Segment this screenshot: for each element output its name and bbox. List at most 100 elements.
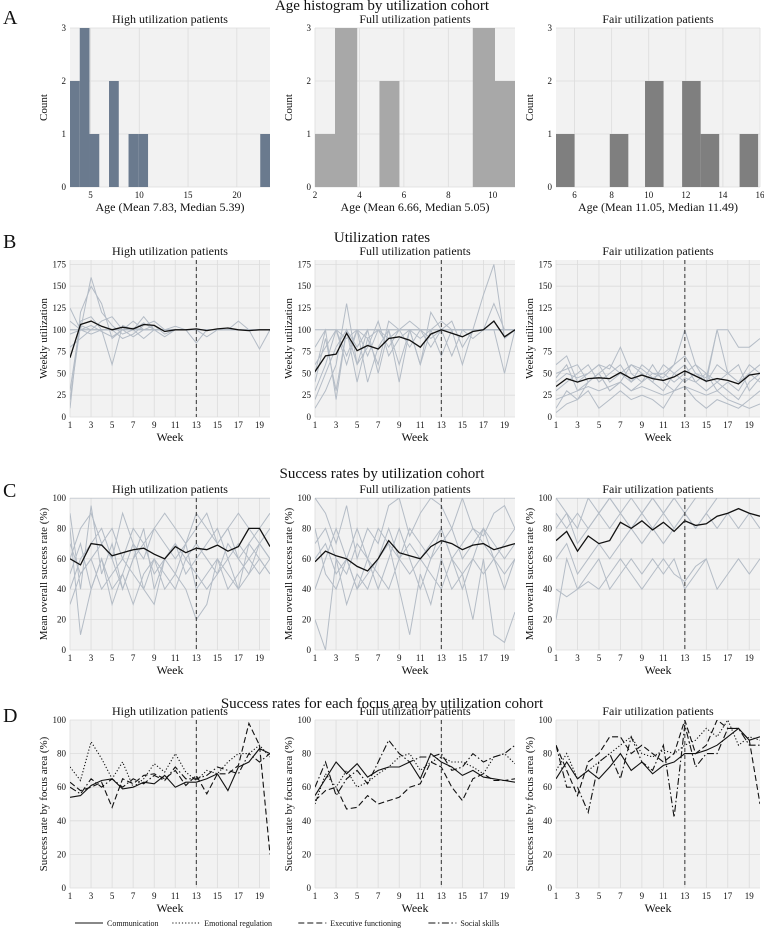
- series-line-1: [70, 740, 270, 789]
- x-tick-label: 8: [609, 190, 614, 200]
- histogram-bar: [495, 81, 515, 187]
- chart-title: Success rates by utilization cohort: [280, 466, 486, 482]
- panel-subtitle: Full utilization patients: [359, 244, 471, 258]
- x-tick-label: 19: [745, 653, 755, 663]
- y-tick-label: 80: [302, 523, 312, 533]
- mean-line: [315, 320, 515, 372]
- marks: [70, 28, 270, 187]
- x-tick-label: 15: [213, 653, 223, 663]
- x-tick-label: 5: [597, 891, 602, 901]
- y-tick-label: 100: [53, 493, 67, 503]
- y-tick-label: 2: [62, 76, 67, 86]
- plot-background: [70, 720, 270, 888]
- x-axis-label: Week: [401, 663, 428, 677]
- y-tick-label: 75: [302, 347, 312, 357]
- y-tick-label: 80: [543, 749, 553, 759]
- x-tick-label: 3: [334, 653, 339, 663]
- panel-letter-b: B: [3, 231, 16, 253]
- x-tick-label: 9: [640, 653, 645, 663]
- histogram-bar: [700, 134, 720, 187]
- x-tick-label: 17: [234, 420, 244, 430]
- histogram-bar: [379, 81, 400, 187]
- x-tick-label: 7: [618, 891, 623, 901]
- x-tick-label: 11: [171, 891, 180, 901]
- x-tick-label: 15: [702, 653, 712, 663]
- x-tick-label: 14: [718, 190, 728, 200]
- individual-line: [315, 264, 515, 400]
- legend: Communication Emotional regulation Executi…: [75, 919, 499, 928]
- x-tick-label: 11: [659, 653, 668, 663]
- y-tick-label: 100: [539, 493, 553, 503]
- x-tick-label: 7: [131, 891, 136, 901]
- x-tick-label: 5: [110, 420, 115, 430]
- marks: [556, 260, 760, 417]
- x-tick-label: 12: [681, 190, 690, 200]
- y-tick-label: 100: [53, 715, 67, 725]
- x-axis-label: Age (Mean 11.05, Median 11.49): [578, 200, 738, 214]
- series-line-0: [556, 727, 760, 780]
- x-tick-label: 3: [575, 653, 580, 663]
- x-tick-label: 7: [618, 420, 623, 430]
- y-tick-label: 100: [298, 493, 312, 503]
- series-line-0: [315, 752, 515, 796]
- x-tick-label: 1: [68, 420, 73, 430]
- histogram-bar: [556, 134, 575, 187]
- x-axis-label: Week: [156, 901, 183, 915]
- y-tick-label: 150: [53, 281, 67, 291]
- x-tick-label: 9: [152, 420, 157, 430]
- individual-line: [315, 526, 515, 591]
- mean-line: [315, 539, 515, 572]
- x-tick-label: 1: [554, 420, 559, 430]
- x-tick-label: 5: [355, 653, 360, 663]
- y-tick-label: 1: [307, 129, 312, 139]
- y-tick-label: 3: [62, 23, 67, 33]
- x-tick-label: 1: [68, 653, 73, 663]
- x-tick-label: 9: [152, 653, 157, 663]
- plot-background: [315, 720, 515, 888]
- panel-1: Full utilization patients 2 4 6 8 10 0 1 2 3 Age (…: [283, 12, 515, 214]
- x-tick-label: 3: [89, 420, 94, 430]
- gridlines: [70, 27, 270, 188]
- y-axis-label: Mean overall success rate (%): [524, 507, 536, 640]
- marks: [315, 498, 515, 650]
- individual-line: [556, 512, 760, 530]
- x-tick-label: 11: [416, 653, 425, 663]
- x-tick-label: 10: [644, 190, 654, 200]
- y-tick-label: 0: [307, 883, 312, 893]
- x-tick-label: 19: [255, 653, 265, 663]
- y-tick-label: 0: [62, 645, 67, 655]
- plot-background: [556, 720, 760, 888]
- x-tick-label: 19: [500, 420, 510, 430]
- y-tick-label: 80: [57, 749, 67, 759]
- series-line-2: [315, 761, 515, 810]
- x-tick-label: 13: [680, 653, 690, 663]
- x-tick-label: 11: [416, 891, 425, 901]
- x-tick-label: 15: [213, 891, 223, 901]
- x-tick-label: 15: [213, 420, 223, 430]
- y-tick-label: 0: [548, 412, 553, 422]
- panel-subtitle: Fair utilization patients: [602, 704, 714, 718]
- individual-line: [70, 320, 270, 351]
- y-tick-label: 100: [53, 325, 67, 335]
- panel-subtitle: Fair utilization patients: [602, 244, 714, 258]
- marks: [556, 81, 759, 187]
- y-tick-label: 2: [307, 76, 312, 86]
- y-tick-label: 80: [543, 523, 553, 533]
- individual-line: [315, 542, 515, 650]
- x-tick-label: 3: [575, 420, 580, 430]
- y-tick-label: 150: [539, 281, 553, 291]
- y-tick-label: 0: [307, 412, 312, 422]
- marks: [556, 720, 760, 888]
- x-tick-label: 7: [131, 420, 136, 430]
- marks: [315, 28, 515, 187]
- x-tick-label: 1: [554, 891, 559, 901]
